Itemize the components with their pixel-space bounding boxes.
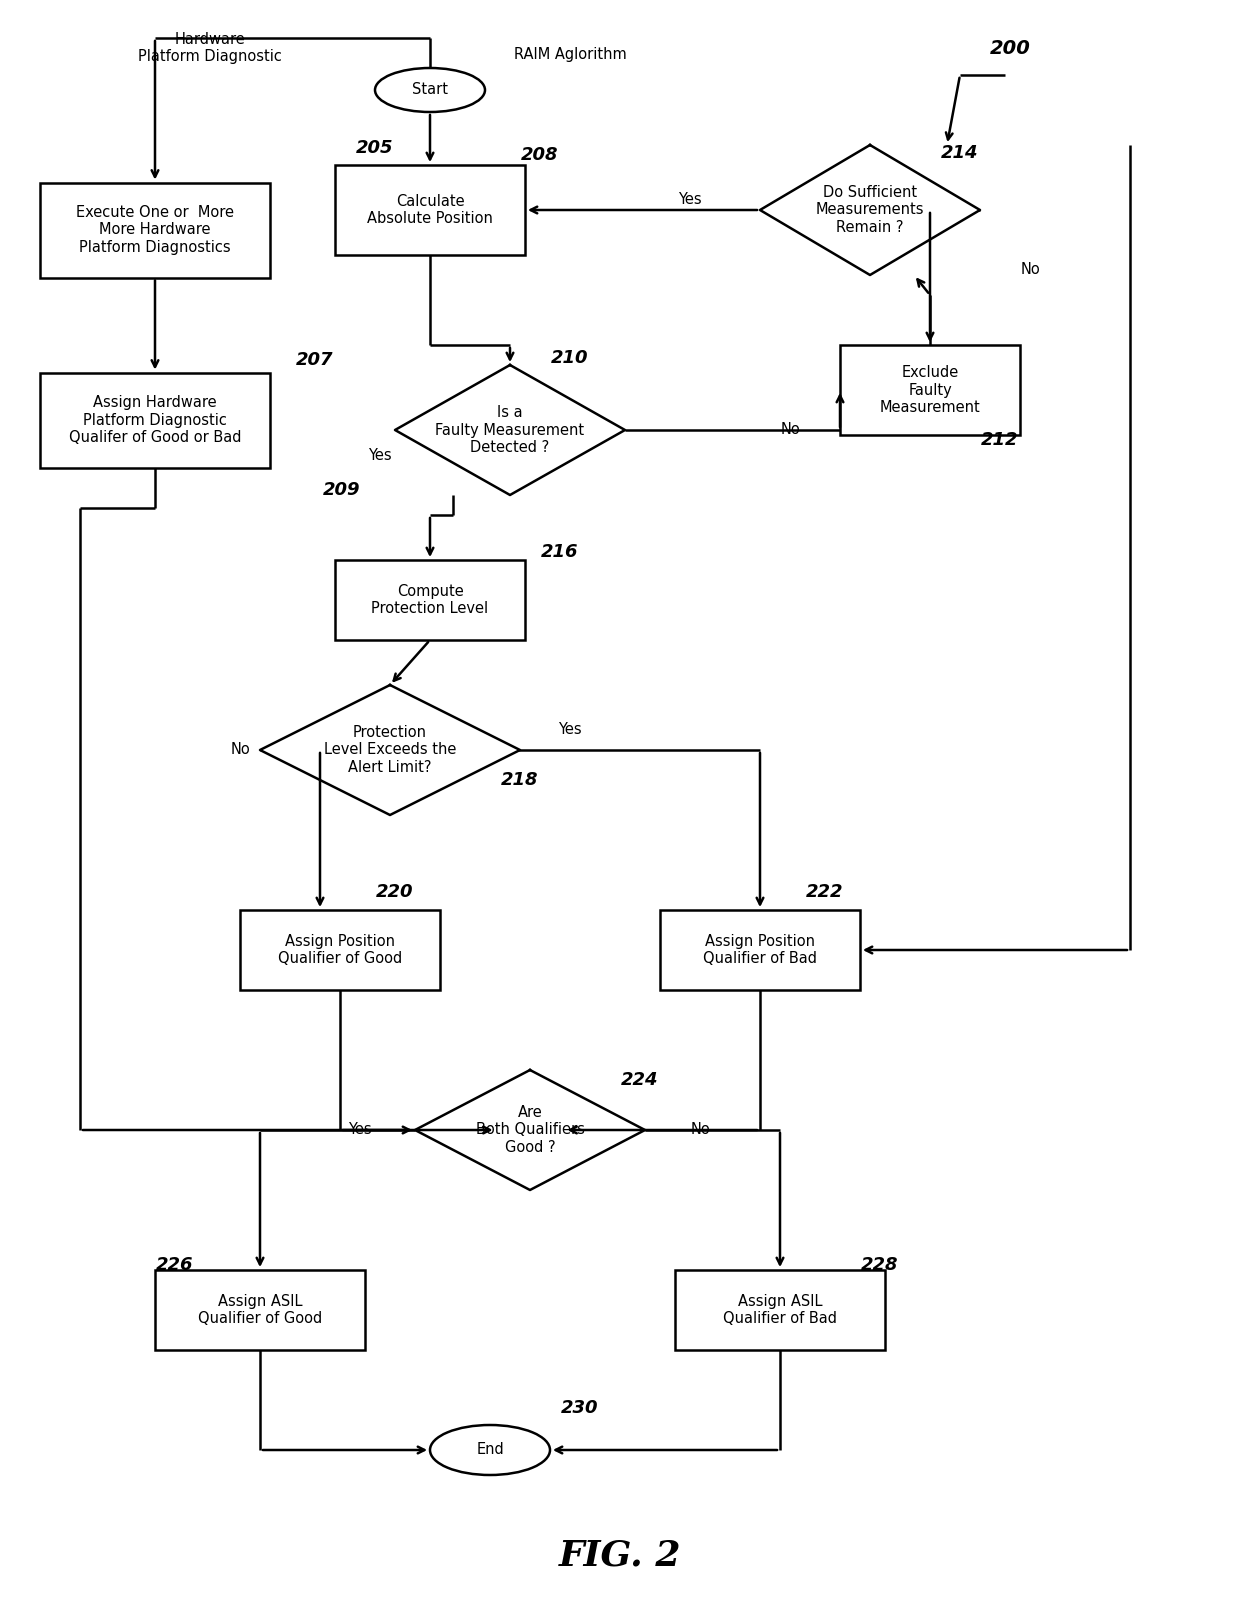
Text: Calculate
Absolute Position: Calculate Absolute Position — [367, 194, 494, 226]
Text: Assign Position
Qualifier of Bad: Assign Position Qualifier of Bad — [703, 934, 817, 966]
Text: 228: 228 — [862, 1256, 899, 1273]
Text: 209: 209 — [324, 482, 361, 499]
Text: Assign ASIL
Qualifier of Good: Assign ASIL Qualifier of Good — [198, 1294, 322, 1327]
Text: 200: 200 — [990, 39, 1030, 58]
Text: Assign ASIL
Qualifier of Bad: Assign ASIL Qualifier of Bad — [723, 1294, 837, 1327]
Text: 210: 210 — [552, 349, 589, 367]
FancyBboxPatch shape — [40, 373, 270, 467]
Text: RAIM Aglorithm: RAIM Aglorithm — [513, 47, 626, 63]
Text: 214: 214 — [941, 144, 978, 162]
Text: Are
Both Qualifiers
Good ?: Are Both Qualifiers Good ? — [476, 1105, 584, 1155]
Text: 216: 216 — [541, 543, 579, 561]
Text: Yes: Yes — [368, 448, 392, 462]
Text: 205: 205 — [356, 139, 394, 157]
FancyBboxPatch shape — [40, 183, 270, 278]
Text: 208: 208 — [521, 145, 559, 163]
Ellipse shape — [430, 1425, 551, 1475]
Text: 224: 224 — [621, 1071, 658, 1089]
Text: Assign Hardware
Platform Diagnostic
Qualifer of Good or Bad: Assign Hardware Platform Diagnostic Qual… — [68, 394, 242, 444]
Text: 212: 212 — [981, 431, 1019, 449]
Text: Protection
Level Exceeds the
Alert Limit?: Protection Level Exceeds the Alert Limit… — [324, 726, 456, 776]
FancyBboxPatch shape — [839, 344, 1021, 435]
Text: Assign Position
Qualifier of Good: Assign Position Qualifier of Good — [278, 934, 402, 966]
Text: Yes: Yes — [348, 1123, 372, 1138]
Polygon shape — [260, 685, 520, 814]
Text: 207: 207 — [296, 351, 334, 368]
FancyBboxPatch shape — [335, 165, 525, 255]
Polygon shape — [760, 145, 980, 275]
Text: 222: 222 — [806, 882, 843, 902]
Text: FIG. 2: FIG. 2 — [559, 1538, 681, 1572]
Text: Hardware
Platform Diagnostic: Hardware Platform Diagnostic — [138, 32, 281, 65]
Text: Compute
Protection Level: Compute Protection Level — [372, 583, 489, 616]
FancyBboxPatch shape — [660, 910, 861, 991]
Text: No: No — [691, 1123, 709, 1138]
Text: Start: Start — [412, 82, 448, 97]
Text: 226: 226 — [156, 1256, 193, 1273]
Polygon shape — [396, 365, 625, 494]
Text: Is a
Faulty Measurement
Detected ?: Is a Faulty Measurement Detected ? — [435, 406, 584, 454]
Text: 230: 230 — [562, 1399, 599, 1417]
Text: 220: 220 — [376, 882, 414, 902]
Text: Yes: Yes — [558, 722, 582, 737]
Polygon shape — [415, 1070, 645, 1189]
FancyBboxPatch shape — [335, 561, 525, 640]
Text: 218: 218 — [501, 771, 538, 789]
Text: Yes: Yes — [678, 192, 702, 207]
Text: End: End — [476, 1443, 503, 1458]
Text: No: No — [780, 422, 800, 438]
Text: Exclude
Faulty
Measurement: Exclude Faulty Measurement — [879, 365, 981, 415]
FancyBboxPatch shape — [155, 1270, 365, 1349]
Ellipse shape — [374, 68, 485, 112]
FancyBboxPatch shape — [241, 910, 440, 991]
Text: Do Sufficient
Measurements
Remain ?: Do Sufficient Measurements Remain ? — [816, 186, 924, 234]
Text: No: No — [231, 742, 250, 758]
FancyBboxPatch shape — [675, 1270, 885, 1349]
Text: Execute One or  More
More Hardware
Platform Diagnostics: Execute One or More More Hardware Platfo… — [76, 205, 234, 255]
Text: No: No — [1021, 262, 1040, 278]
